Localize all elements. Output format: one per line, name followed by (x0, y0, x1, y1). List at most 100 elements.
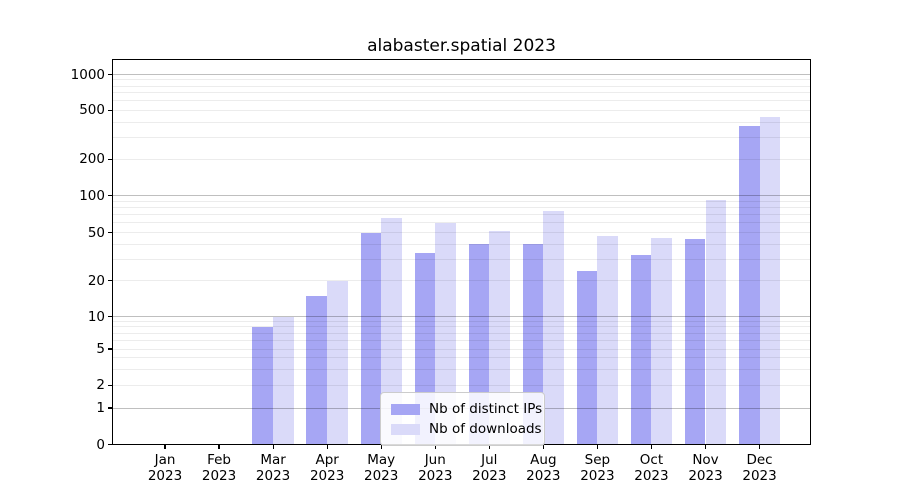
x-tick-year: 2023 (634, 467, 669, 484)
y-tick-mark (108, 315, 113, 318)
bar-downloads (489, 230, 510, 445)
bar-distinct-ips (360, 232, 382, 445)
grid-minor-line (113, 109, 810, 111)
bar-distinct-ips (306, 295, 328, 445)
bar-downloads (759, 116, 781, 445)
x-tick-mark (596, 445, 598, 450)
grid-minor-line (113, 339, 810, 341)
y-tick-mark (108, 109, 113, 111)
bar-distinct-ips (684, 239, 706, 445)
y-tick-label: 500 (79, 102, 105, 119)
x-tick-month: Sep (584, 451, 611, 468)
x-tick-month: Feb (207, 451, 231, 468)
x-tick-mark (164, 445, 166, 450)
x-tick-year: 2023 (526, 467, 561, 484)
x-tick-mark (758, 445, 761, 450)
x-tick-mark (704, 445, 707, 450)
legend-label: Nb of downloads (429, 421, 542, 437)
y-tick-label: 20 (87, 272, 105, 289)
x-tick-year: 2023 (201, 467, 237, 484)
x-tick-year: 2023 (418, 467, 453, 484)
x-tick-month: Jun (424, 451, 446, 468)
x-tick-mark (542, 445, 544, 450)
grid-minor-line (113, 214, 810, 216)
y-tick-label: 100 (79, 187, 105, 204)
grid-minor-line (113, 232, 810, 234)
grid-minor-line (113, 85, 810, 87)
grid-minor-line (113, 207, 810, 209)
y-tick-mark (108, 195, 113, 197)
x-tick-label: Oct 2023 (621, 452, 681, 484)
y-tick-mark (108, 407, 113, 409)
grid-minor-line (113, 200, 810, 202)
chart-title: alabaster.spatial 2023 (367, 36, 556, 56)
grid-minor-line (113, 326, 810, 328)
grid-minor-line (113, 384, 810, 386)
grid-minor-line (113, 348, 810, 350)
legend-label: Nb of distinct IPs (429, 401, 543, 417)
bar-downloads (543, 211, 565, 445)
grid-minor-line (113, 357, 810, 359)
x-tick-label: Sep 2023 (567, 452, 627, 484)
y-tick-label: 50 (87, 224, 105, 241)
y-tick-mark (108, 232, 113, 234)
legend-swatch (391, 403, 420, 415)
x-tick-year: 2023 (147, 467, 183, 484)
y-tick-mark (108, 348, 113, 350)
x-tick-mark (218, 445, 220, 450)
y-tick-mark (108, 280, 113, 282)
x-tick-month: Apr (315, 451, 339, 468)
x-tick-year: 2023 (309, 467, 345, 484)
grid-minor-line (113, 92, 810, 94)
x-tick-month: May (367, 451, 396, 468)
x-tick-month: Oct (639, 451, 664, 468)
x-tick-mark (380, 445, 382, 450)
bar-downloads (435, 222, 456, 445)
x-tick-month: Nov (692, 451, 719, 468)
y-tick-label: 0 (96, 436, 105, 453)
x-tick-month: Aug (530, 451, 557, 468)
y-tick-label: 200 (79, 151, 105, 168)
x-tick-month: Mar (260, 451, 286, 468)
x-tick-month: Jan (154, 451, 176, 468)
legend: Nb of distinct IPs Nb of downloads (380, 392, 545, 446)
y-tick-label: 10 (87, 308, 105, 325)
x-tick-label: May 2023 (351, 452, 411, 484)
x-tick-label: Feb 2023 (189, 452, 249, 484)
y-tick-mark (108, 158, 113, 160)
grid-minor-line (113, 280, 810, 282)
y-tick-mark (108, 444, 113, 446)
bar-distinct-ips (576, 271, 598, 445)
x-tick-month: Dec (746, 451, 773, 468)
x-tick-year: 2023 (688, 467, 723, 484)
x-tick-label: Jan 2023 (135, 452, 195, 484)
grid-minor-line (113, 259, 810, 260)
x-tick-year: 2023 (472, 467, 507, 484)
y-tick-mark (108, 73, 113, 76)
x-tick-label: Nov 2023 (676, 452, 736, 484)
x-tick-mark (488, 445, 490, 450)
x-tick-label: Dec 2023 (730, 452, 790, 484)
bar-downloads (651, 238, 673, 445)
y-tick-mark (108, 384, 113, 386)
bar-downloads (327, 280, 348, 445)
grid-minor-line (113, 332, 810, 334)
grid-minor-line (113, 320, 810, 322)
bar-distinct-ips (738, 125, 760, 445)
x-tick-label: Apr 2023 (297, 452, 357, 484)
y-tick-label: 2 (96, 377, 105, 394)
x-tick-label: Jun 2023 (405, 452, 465, 484)
bar-downloads (705, 199, 727, 445)
x-tick-year: 2023 (364, 467, 399, 484)
legend-item: Nb of downloads (391, 419, 542, 439)
legend-item: Nb of distinct IPs (391, 399, 542, 419)
grid-minor-line (113, 137, 810, 139)
x-tick-year: 2023 (255, 467, 291, 484)
x-tick-label: Jul 2023 (459, 452, 519, 484)
bar-distinct-ips (630, 254, 652, 445)
x-tick-year: 2023 (742, 467, 777, 484)
x-tick-mark (650, 445, 653, 450)
grid-major-line (113, 195, 810, 197)
grid-major-line (113, 316, 810, 317)
